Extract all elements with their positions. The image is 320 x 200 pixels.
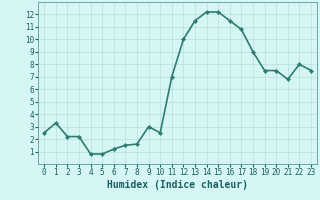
X-axis label: Humidex (Indice chaleur): Humidex (Indice chaleur) <box>107 180 248 190</box>
